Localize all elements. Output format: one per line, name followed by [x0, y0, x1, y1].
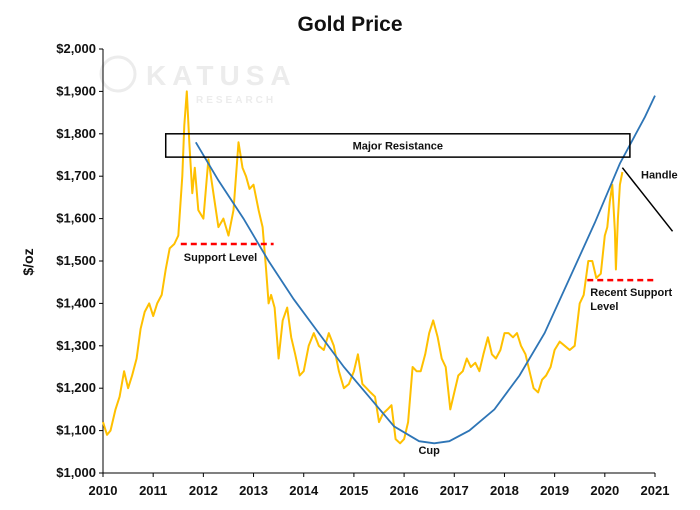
- y-tick-label: $1,100: [56, 423, 96, 438]
- support-level-label: Support Level: [184, 252, 257, 264]
- y-tick-label: $1,500: [56, 253, 96, 268]
- gold-price-series: [102, 90, 624, 445]
- y-axis-ticks: $1,000 $1,100 $1,200 $1,300 $1,400 $1,500 $1,6…: [56, 41, 103, 480]
- x-tick-label: 2019: [540, 483, 569, 498]
- major-resistance-label: Major Resistance: [353, 140, 443, 152]
- recent-support-level-label-line1: Recent Support: [590, 287, 672, 299]
- x-tick-label: 2020: [590, 483, 619, 498]
- cup-label: Cup: [418, 445, 440, 457]
- watermark-brand: KATUSA: [146, 60, 297, 91]
- y-tick-label: $1,400: [56, 295, 96, 310]
- x-tick-label: 2015: [339, 483, 368, 498]
- plot-area: $1,000 $1,100 $1,200 $1,300 $1,400 $1,500 $1,6…: [56, 41, 677, 498]
- y-tick-label: $1,800: [56, 126, 96, 141]
- x-tick-label: 2013: [239, 483, 268, 498]
- x-axis-ticks: 2010 2011 2012 2013 2014 2015 2016 2017 2018 2019…: [89, 473, 670, 498]
- x-tick-label: 2016: [390, 483, 419, 498]
- chart-title: Gold Price: [297, 13, 402, 36]
- x-tick-label: 2021: [641, 483, 670, 498]
- x-tick-label: 2010: [89, 483, 118, 498]
- y-tick-label: $1,700: [56, 168, 96, 183]
- watermark: KATUSA RESEARCH: [99, 55, 297, 106]
- recent-support-level-label-line2: Level: [590, 301, 618, 313]
- watermark-sub: RESEARCH: [196, 95, 276, 106]
- y-tick-label: $2,000: [56, 41, 96, 56]
- recent-support-level-label: Recent Support Level: [590, 287, 675, 313]
- watermark-logo: [99, 55, 137, 93]
- y-tick-label: $1,000: [56, 465, 96, 480]
- y-tick-label: $1,600: [56, 211, 96, 226]
- y-tick-label: $1,900: [56, 83, 96, 98]
- handle-line: [621, 167, 674, 232]
- y-tick-label: $1,300: [56, 338, 96, 353]
- x-tick-label: 2017: [440, 483, 469, 498]
- x-tick-label: 2012: [189, 483, 218, 498]
- y-tick-label: $1,200: [56, 380, 96, 395]
- major-resistance-box: [164, 133, 631, 158]
- x-tick-label: 2018: [490, 483, 519, 498]
- x-tick-label: 2014: [289, 483, 319, 498]
- x-tick-label: 2011: [139, 483, 167, 498]
- y-axis-label: $/oz: [20, 248, 36, 275]
- cup-trend-series: [195, 95, 656, 445]
- handle-label: Handle: [641, 169, 678, 181]
